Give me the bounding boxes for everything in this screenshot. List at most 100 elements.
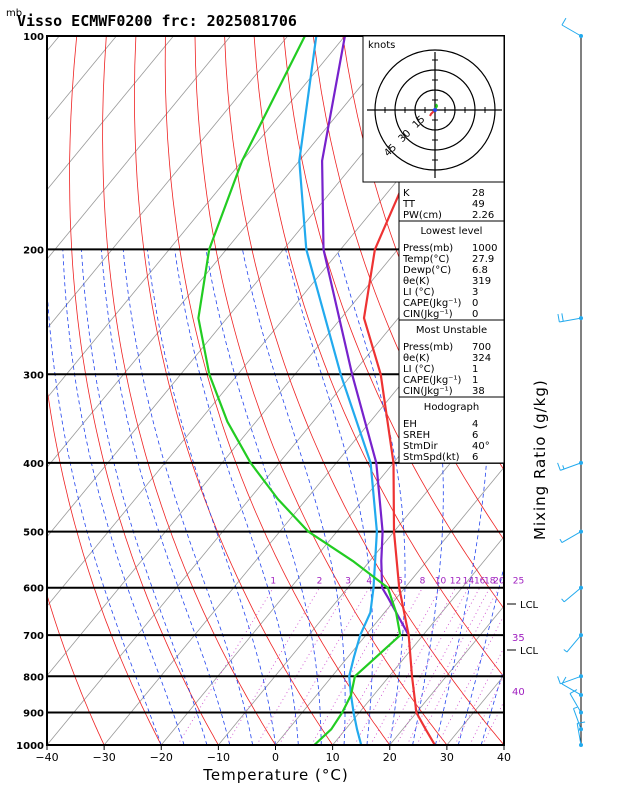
- parameter-value: 1: [472, 375, 478, 386]
- wind-barb-halfflag: [561, 598, 565, 603]
- mixing-ratio-line: [454, 646, 504, 745]
- wind-barb-staff: [566, 634, 582, 653]
- parameter-value: 0: [472, 298, 478, 309]
- parameter-name: Dewp(°C): [403, 265, 451, 276]
- parameter-name: θe(K): [403, 353, 430, 364]
- moist-adiabat: [480, 666, 504, 745]
- pressure-tick-label: 400: [23, 459, 44, 470]
- moist-adiabat: [242, 249, 346, 745]
- dry-adiabat: [194, 36, 448, 745]
- mixing-ratio-label: 6: [397, 577, 403, 587]
- mixing-ratio-line: [416, 587, 500, 745]
- parameter-value: 49: [472, 199, 485, 210]
- isotherm: [47, 36, 231, 260]
- x-axis-label: Temperature (°C): [202, 766, 348, 784]
- parameter-value: 1: [472, 364, 478, 375]
- parameter-name: EH: [403, 419, 417, 430]
- isotherm: [218, 397, 504, 745]
- parameter-value: 6: [472, 430, 478, 441]
- dewpoint-profile: [197, 36, 402, 745]
- parameter-name: LI (°C): [403, 364, 435, 375]
- moist-adiabat: [205, 249, 322, 745]
- lowest-level-table-title: Lowest level: [421, 226, 483, 237]
- pressure-axis: 100 200 300 400 500 600 700 800 900 1000: [16, 32, 44, 752]
- chart-title: Visso ECMWF0200 frc: 2025081706: [17, 12, 297, 30]
- wind-barb: [563, 633, 583, 653]
- wetbulb-profile: [298, 36, 378, 745]
- mixing-ratio-label: 20: [493, 577, 505, 587]
- isotherm: [103, 258, 504, 745]
- parameter-name: TT: [402, 199, 416, 210]
- most-unstable-table-box: [398, 319, 505, 398]
- parameter-value: 2.26: [472, 210, 494, 221]
- dry-adiabat: [102, 36, 276, 745]
- isotherm: [47, 36, 346, 399]
- hodograph-units: knots: [368, 40, 395, 51]
- mr-label-40: 40: [512, 687, 525, 698]
- parameter-value: 4: [472, 419, 478, 430]
- indices-table-box: [398, 181, 505, 222]
- most-unstable-table-title: Most Unstable: [416, 325, 487, 336]
- hodograph-parameters-table: Hodograph EH 4 SREH 6 StmDir 40° StmSpd(kt) 6: [398, 396, 505, 464]
- isotherm: [389, 605, 504, 745]
- moist-adiabat: [47, 281, 162, 745]
- wind-barb: [573, 706, 583, 732]
- pressure-tick-label: 200: [23, 245, 44, 256]
- parameter-name: Temp(°C): [402, 254, 450, 265]
- temperature-tick-label: 10: [326, 751, 340, 764]
- mixing-ratio-line: [335, 587, 423, 745]
- wind-barb-staff: [561, 24, 582, 37]
- parameter-name: CAPE(Jkg⁻¹): [403, 375, 461, 386]
- isotherm: [47, 36, 289, 330]
- pressure-tick-label: 900: [23, 709, 44, 720]
- parameter-value: 38: [472, 386, 485, 397]
- parameter-value: 6: [472, 452, 478, 463]
- dry-adiabat: [609, 36, 618, 745]
- moist-adiabat: [101, 249, 231, 745]
- sounding-profiles: [197, 36, 489, 745]
- parameter-name: CIN(Jkg⁻¹): [403, 386, 453, 397]
- pressure-tick-label: 500: [23, 528, 44, 539]
- hodograph-parameters-table-box: [398, 396, 505, 464]
- dry-adiabat: [490, 36, 504, 81]
- mixing-ratio-label: 14: [463, 577, 475, 587]
- pressure-tick-label: 600: [23, 584, 44, 595]
- wind-barb-staff: [561, 531, 582, 544]
- dry-adiabat: [579, 36, 618, 745]
- dry-adiabat: [312, 36, 504, 541]
- mixing-ratio-label: 10: [435, 577, 447, 587]
- mixing-ratio-line: [406, 587, 491, 745]
- dry-adiabat: [47, 593, 105, 745]
- temperature-tick-label: −20: [150, 751, 173, 764]
- mr-label-35: 35: [512, 633, 525, 644]
- lowest-level-table-box: [398, 220, 505, 321]
- parameter-value: 28: [472, 188, 485, 199]
- parameter-name: StmSpd(kt): [403, 452, 460, 463]
- wind-barb: [557, 313, 583, 323]
- moist-adiabat: [147, 249, 276, 745]
- moist-adiabat: [503, 743, 504, 745]
- mixing-ratio-label: 2: [317, 577, 323, 587]
- mixing-ratio-line: [278, 587, 370, 745]
- wind-barb-staff: [561, 683, 582, 696]
- wind-barb-flag: [569, 689, 578, 694]
- parameter-name: StmDir: [403, 441, 438, 452]
- wind-barb-staff: [573, 708, 582, 730]
- wind-barb-staff: [560, 675, 582, 685]
- mixing-ratio-line: [354, 587, 441, 745]
- parameter-value: 0: [472, 309, 478, 320]
- parameter-name: Press(mb): [403, 243, 453, 254]
- wind-barb-halfflag: [573, 706, 578, 710]
- wind-barb-flag: [557, 462, 561, 471]
- temperature-axis: −40 −30 −20 −10 0 10 20 30 40: [35, 745, 511, 764]
- mixing-ratio-label: 3: [345, 577, 351, 587]
- temperature-tick-label: 0: [272, 751, 279, 764]
- mixing-ratio-line: [437, 614, 504, 745]
- wind-barb: [561, 585, 583, 603]
- mixing-ratio-label: 4: [366, 577, 372, 587]
- temperature-tick-label: −30: [93, 751, 116, 764]
- parameter-name: PW(cm): [403, 210, 442, 221]
- wind-barb-staff: [563, 587, 582, 603]
- pressure-tick-label: 800: [23, 672, 44, 683]
